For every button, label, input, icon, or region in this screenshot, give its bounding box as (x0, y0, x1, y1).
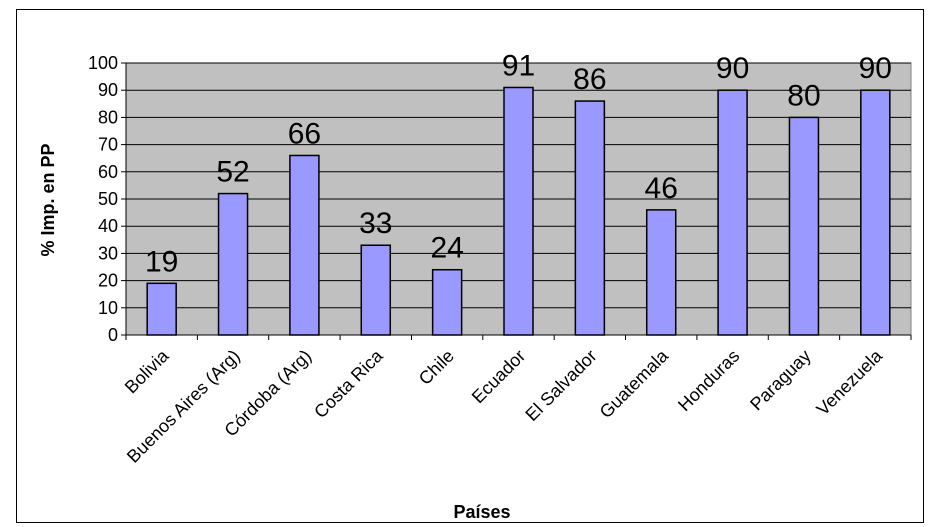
bar (788, 116, 820, 336)
bar (717, 89, 748, 336)
data-label: 19 (145, 245, 178, 278)
bar (217, 192, 249, 336)
x-tick-label: El Salvador (521, 346, 600, 425)
x-tick-label: Guatemala (596, 345, 673, 422)
y-axis-title: % Imp. en PP (38, 143, 58, 256)
data-labels: 19 52 66 33 24 91 86 46 90 80 90 (145, 49, 892, 278)
bar (645, 209, 677, 336)
x-tick-label: Bolivia (121, 345, 173, 397)
bar (289, 154, 320, 336)
y-tick-label: 70 (98, 135, 118, 155)
data-label: 86 (573, 63, 606, 96)
x-tick-label: Paraguay (746, 346, 815, 415)
data-label: 33 (359, 207, 392, 240)
y-tick-label: 90 (98, 80, 118, 100)
y-tick-label: 20 (98, 271, 118, 291)
y-tick-label: 80 (98, 107, 118, 127)
bar (860, 89, 891, 336)
data-label: 90 (716, 52, 749, 85)
bar (431, 268, 463, 336)
x-tick-label: Venezuela (813, 345, 887, 419)
y-tick-label: 40 (98, 216, 118, 236)
bar (574, 100, 606, 336)
data-label: 66 (288, 117, 321, 150)
bar (360, 244, 392, 336)
bar (146, 282, 177, 336)
y-axis: 0 10 20 30 40 50 60 70 80 90 100 (88, 53, 127, 345)
data-label: 24 (430, 232, 463, 265)
y-tick-label: 30 (98, 243, 118, 263)
bar (503, 86, 534, 336)
y-tick-label: 10 (98, 298, 118, 318)
data-label: 52 (216, 156, 249, 189)
y-tick-label: 100 (88, 53, 118, 73)
x-tick-label: Honduras (674, 346, 743, 415)
bars (146, 86, 891, 336)
x-axis-title: Países (453, 502, 510, 522)
y-tick-label: 60 (98, 162, 118, 182)
data-label: 91 (502, 49, 535, 82)
y-tick-label: 0 (108, 325, 118, 345)
y-tick-label: 50 (98, 189, 118, 209)
x-tick-label: Ecuador (468, 346, 530, 408)
x-tick-label: Costa Rica (310, 345, 387, 422)
data-label: 90 (859, 52, 892, 85)
data-label: 80 (787, 79, 820, 112)
x-tick-label: Chile (415, 346, 458, 389)
data-label: 46 (645, 172, 678, 205)
